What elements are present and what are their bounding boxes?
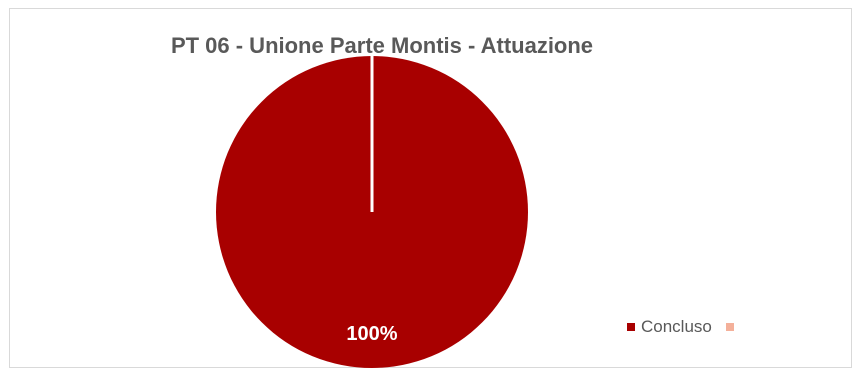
chart-title: PT 06 - Unione Parte Montis - Attuazione xyxy=(170,33,594,58)
pie-slices xyxy=(216,56,528,368)
legend: Concluso xyxy=(627,316,754,338)
legend-item-concluso: Concluso xyxy=(627,317,712,337)
legend-swatch-concluso xyxy=(627,323,635,331)
legend-item-second xyxy=(725,323,740,331)
legend-label-concluso: Concluso xyxy=(641,317,712,336)
chart-area: PT 06 - Unione Parte Montis - Attuazione… xyxy=(9,8,852,368)
pie-chart: 100% xyxy=(216,56,528,368)
legend-swatch-second xyxy=(725,323,734,331)
slice-label-concluso: 100% xyxy=(346,323,397,345)
